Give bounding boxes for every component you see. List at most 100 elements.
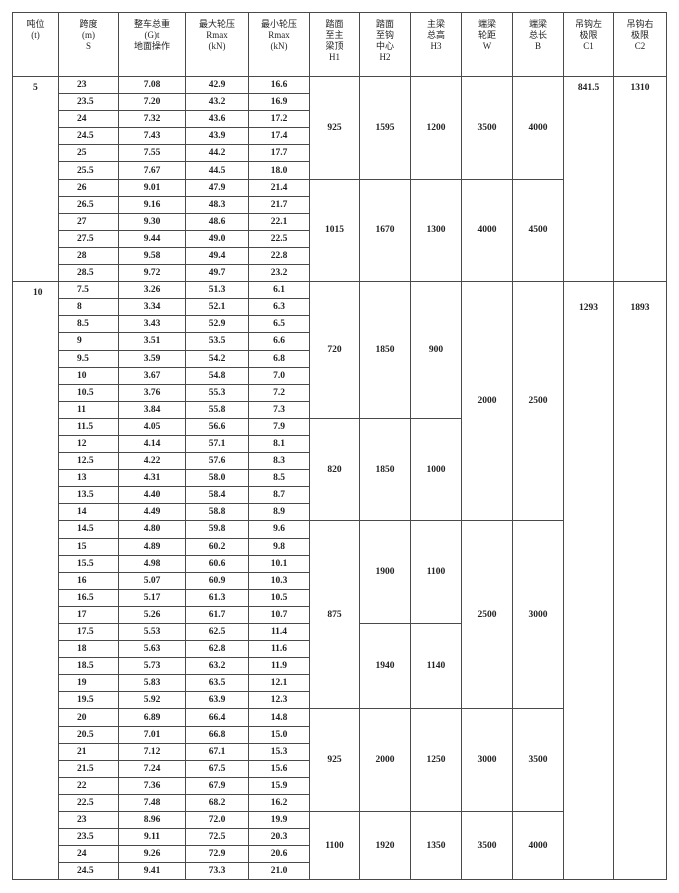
min-load-cell: 8.7	[248, 486, 310, 505]
min-load-cell: 17.4	[248, 127, 310, 146]
header-span: 跨度 (m) S	[58, 12, 119, 77]
span-cell: 13.5	[58, 486, 119, 505]
min-load-cell: 7.0	[248, 366, 310, 385]
table-row: 20.5 7.01 66.8 15.0	[13, 725, 667, 744]
header-h3: 主梁 总高 H3	[410, 12, 462, 77]
min-load-cell: 12.3	[248, 691, 310, 710]
table-row: 21 7.12 67.1 15.3	[13, 742, 667, 761]
min-load-cell: 21.0	[248, 862, 310, 881]
header-min-wheel-load: 最小轮压 Rmax (kN)	[248, 12, 310, 77]
table-row: 15.5 4.98 60.6 10.1	[13, 554, 667, 573]
max-load-cell: 42.9	[185, 75, 249, 95]
span-cell: 24	[58, 845, 119, 864]
min-load-cell: 20.3	[248, 828, 310, 847]
weight-cell: 4.14	[118, 434, 186, 454]
header-h2: 踏面 至钩 中心 H2	[359, 12, 411, 77]
table-row: 18.5 5.73 63.2 11.9	[13, 657, 667, 676]
table-row: 27 9.30 48.6 22.1	[13, 212, 667, 231]
table-row: 13.5 4.40 58.4 8.7	[13, 486, 667, 505]
c2-cell: 1893	[613, 281, 667, 881]
weight-cell: 9.41	[118, 862, 186, 881]
min-load-cell: 15.3	[248, 742, 310, 761]
max-load-cell: 73.3	[185, 862, 249, 881]
span-cell: 9	[58, 332, 119, 351]
min-load-cell: 6.1	[248, 281, 310, 300]
min-load-cell: 16.9	[248, 93, 310, 112]
max-load-cell: 48.3	[185, 195, 249, 214]
span-cell: 10.5	[58, 383, 119, 402]
min-load-cell: 16.2	[248, 793, 310, 813]
weight-cell: 7.48	[118, 793, 186, 813]
weight-cell: 4.40	[118, 486, 186, 505]
w-cell: 3000	[461, 708, 513, 813]
h1-cell: 875	[309, 520, 360, 710]
max-load-cell: 58.0	[185, 469, 249, 488]
table-row: 28 9.58 49.4 22.8	[13, 246, 667, 266]
weight-cell: 4.49	[118, 503, 186, 522]
table-row: 9 3.51 53.5 6.6	[13, 332, 667, 351]
span-cell: 9.5	[58, 349, 119, 368]
span-cell: 23.5	[58, 93, 119, 112]
max-load-cell: 44.2	[185, 144, 249, 163]
weight-cell: 5.07	[118, 571, 186, 590]
weight-cell: 4.80	[118, 520, 186, 539]
weight-cell: 4.31	[118, 469, 186, 488]
h2-cell: 1850	[359, 281, 411, 419]
span-cell: 15.5	[58, 554, 119, 573]
max-load-cell: 60.9	[185, 571, 249, 590]
table-row: 26 9.01 47.9 21.4 1015 1670 1300 4000 4500	[13, 178, 667, 283]
min-load-cell: 11.9	[248, 657, 310, 676]
h3-cell: 1140	[410, 622, 462, 710]
span-cell: 11.5	[58, 417, 119, 436]
tonnage-cell: 10	[12, 281, 59, 881]
min-load-cell: 17.7	[248, 144, 310, 163]
max-load-cell: 60.2	[185, 537, 249, 556]
span-cell: 21	[58, 742, 119, 761]
header-hook-right-limit: 吊钩右 极限 C2	[613, 12, 667, 77]
max-load-cell: 62.8	[185, 640, 249, 659]
weight-cell: 9.11	[118, 828, 186, 847]
weight-cell: 7.20	[118, 93, 186, 112]
h1-cell: 925	[309, 708, 360, 813]
weight-cell: 7.32	[118, 110, 186, 129]
max-load-cell: 72.5	[185, 828, 249, 847]
max-load-cell: 49.7	[185, 264, 249, 283]
w-cell: 3500	[461, 811, 513, 881]
weight-cell: 5.63	[118, 640, 186, 659]
max-load-cell: 49.0	[185, 229, 249, 248]
c2-cell: 1310	[613, 75, 667, 283]
table-row: 23.5 7.20 43.2 16.9	[13, 93, 667, 112]
c1-cell: 1293	[563, 281, 614, 881]
c1-cell: 841.5	[563, 75, 614, 283]
min-load-cell: 11.4	[248, 622, 310, 642]
min-load-cell: 22.1	[248, 212, 310, 231]
weight-cell: 8.96	[118, 811, 186, 830]
span-cell: 14.5	[58, 520, 119, 539]
table-row: 8 3.34 52.1 6.3	[13, 298, 667, 317]
weight-cell: 7.43	[118, 127, 186, 146]
weight-cell: 9.72	[118, 264, 186, 283]
span-cell: 8	[58, 298, 119, 317]
header-total-weight: 整车总重 (G)t 地面操作	[118, 12, 186, 77]
table-row: 16 5.07 60.9 10.3	[13, 571, 667, 590]
span-cell: 16	[58, 571, 119, 590]
span-cell: 27.5	[58, 229, 119, 248]
weight-cell: 7.55	[118, 144, 186, 163]
h3-cell: 1200	[410, 76, 462, 180]
header-wheelbase: 端梁 轮距 W	[461, 12, 513, 77]
weight-cell: 7.08	[118, 75, 186, 95]
span-cell: 22	[58, 776, 119, 795]
max-load-cell: 54.8	[185, 366, 249, 385]
max-load-cell: 61.3	[185, 588, 249, 607]
max-load-cell: 44.5	[185, 161, 249, 180]
min-load-cell: 10.5	[248, 588, 310, 607]
span-cell: 28	[58, 246, 119, 266]
span-cell: 26	[58, 178, 119, 197]
span-cell: 18.5	[58, 657, 119, 676]
min-load-cell: 19.9	[248, 811, 310, 830]
table-row: 10.5 3.76 55.3 7.2	[13, 383, 667, 402]
b-cell: 2500	[512, 281, 564, 522]
span-cell: 18	[58, 640, 119, 659]
span-cell: 8.5	[58, 315, 119, 334]
min-load-cell: 9.8	[248, 537, 310, 556]
